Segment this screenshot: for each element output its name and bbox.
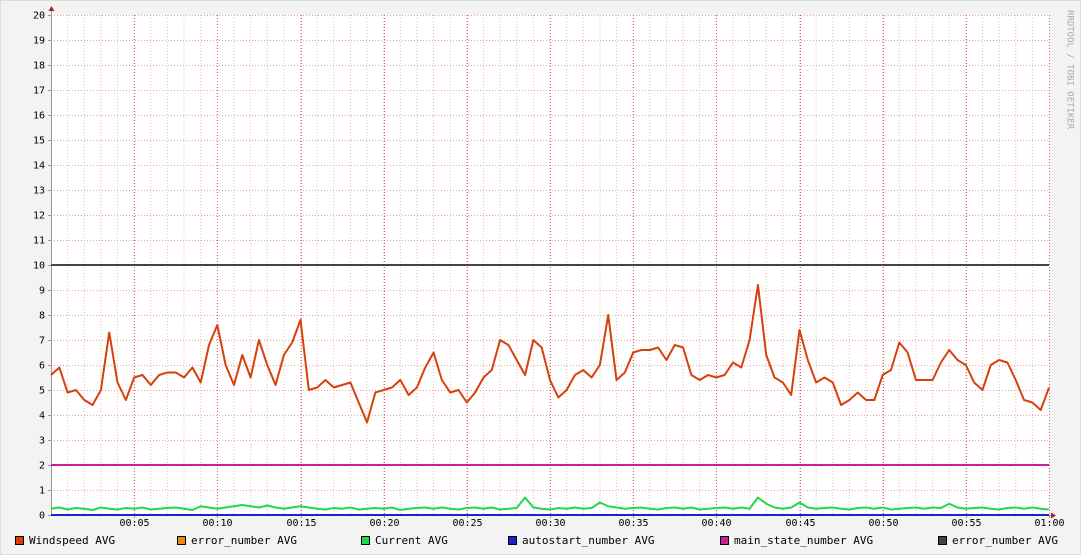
legend-label: error_number AVG — [952, 534, 1058, 547]
y-tick-label: 16 — [33, 111, 45, 122]
x-tick-label: 00:30 — [535, 518, 565, 529]
x-tick-label: 00:35 — [618, 518, 648, 529]
x-tick-label: 00:05 — [119, 518, 149, 529]
y-tick-label: 4 — [39, 411, 45, 422]
y-tick-label: 19 — [33, 36, 45, 47]
x-tick-label: 00:40 — [701, 518, 731, 529]
x-tick-label: 00:20 — [369, 518, 399, 529]
x-tick-label: 00:10 — [202, 518, 232, 529]
x-tick-label: 00:55 — [951, 518, 981, 529]
y-tick-label: 20 — [33, 11, 45, 22]
legend-label: Windspeed AVG — [29, 534, 115, 547]
legend-swatch — [15, 536, 24, 545]
legend-swatch — [177, 536, 186, 545]
y-tick-label: 3 — [39, 436, 45, 447]
x-tick-label: 00:45 — [785, 518, 815, 529]
y-tick-label: 1 — [39, 486, 45, 497]
y-tick-label: 10 — [33, 261, 45, 272]
y-tick-label: 15 — [33, 136, 45, 147]
y-tick-label: 7 — [39, 336, 45, 347]
legend-swatch — [938, 536, 947, 545]
x-axis-arrow — [1051, 512, 1056, 519]
x-tick-label: 01:00 — [1034, 518, 1064, 529]
y-axis-arrow — [48, 6, 55, 11]
x-tick-label: 00:25 — [452, 518, 482, 529]
legend-swatch — [361, 536, 370, 545]
legend-label: main_state_number AVG — [734, 534, 873, 547]
series-line — [50, 284, 1050, 424]
watermark: RRDTOOL / TOBI OETIKER — [1065, 10, 1075, 130]
legend-swatch — [720, 536, 729, 545]
y-tick-label: 12 — [33, 211, 45, 222]
y-tick-label: 0 — [39, 511, 45, 522]
y-tick-label: 11 — [33, 236, 45, 247]
y-tick-label: 13 — [33, 186, 45, 197]
legend-swatch — [508, 536, 517, 545]
legend-label: error_number AVG — [191, 534, 297, 547]
y-tick-label: 17 — [33, 86, 45, 97]
y-tick-label: 8 — [39, 311, 45, 322]
y-tick-label: 5 — [39, 386, 45, 397]
x-tick-label: 00:50 — [868, 518, 898, 529]
y-tick-label: 2 — [39, 461, 45, 472]
legend-label: autostart_number AVG — [522, 534, 654, 547]
y-tick-label: 9 — [39, 286, 45, 297]
y-tick-label: 18 — [33, 61, 45, 72]
x-tick-label: 00:15 — [286, 518, 316, 529]
series-line — [50, 496, 1050, 511]
y-tick-label: 6 — [39, 361, 45, 372]
y-tick-label: 14 — [33, 161, 45, 172]
legend-label: Current AVG — [375, 534, 448, 547]
